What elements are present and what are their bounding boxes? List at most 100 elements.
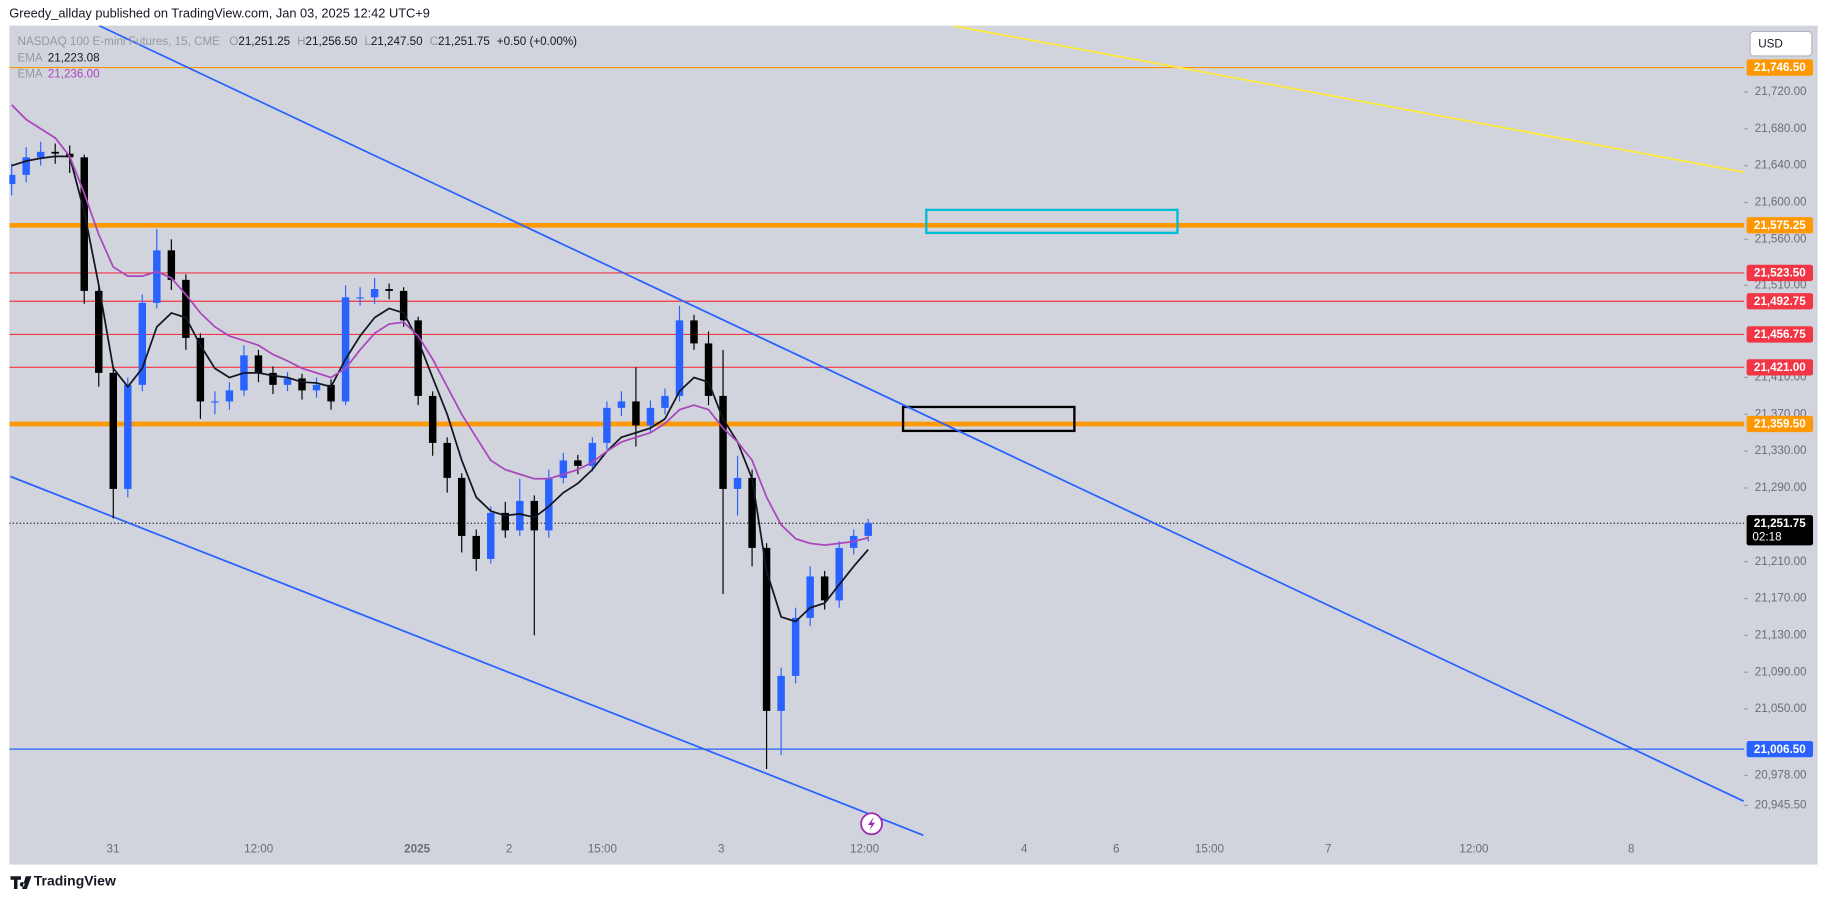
y-tick-label: 21,680.00: [1755, 122, 1807, 135]
candle-body: [211, 401, 219, 403]
last-price-tag: [1746, 515, 1814, 546]
ohlc-key: L: [364, 35, 371, 48]
candle-body: [385, 289, 393, 291]
level-tag-label: 21,575.25: [1754, 219, 1806, 232]
level-tag-label: 21,456.75: [1754, 328, 1806, 341]
symbol: NASDAQ 100 E-mini Futures, 15, CME O 21,25…: [17, 35, 577, 48]
candle-body: [443, 442, 451, 478]
y-tick-label: 21,090.00: [1755, 665, 1807, 678]
candle-body: [327, 384, 335, 402]
candle-body: [298, 378, 306, 391]
level-tag: [1746, 740, 1814, 758]
indicator-name: EMA: [17, 68, 42, 81]
level-tag: [1746, 359, 1814, 376]
y-tick-label: 21,720.00: [1755, 85, 1807, 98]
x-tick-label: 31: [107, 843, 120, 856]
candle-body: [588, 442, 597, 466]
x-tick-label: 15:00: [588, 843, 618, 856]
indicator-name: EMA: [17, 51, 42, 64]
level-tag-label: 21,359.50: [1754, 418, 1806, 431]
candle-body: [748, 477, 756, 548]
countdown: 02:18: [1752, 530, 1781, 543]
ohlc-key: C: [430, 35, 438, 48]
candle-body: [864, 523, 872, 536]
level-tag: [1746, 415, 1814, 433]
x-tick-label: 8: [1628, 843, 1634, 856]
legend: NASDAQ 100 E-mini Futures, 15, CME O 21,25…: [17, 35, 577, 81]
y-tick-label: 21,330.00: [1755, 444, 1807, 457]
plot-area: [9, 25, 1745, 837]
last-price-label: 21,251.75: [1754, 517, 1806, 530]
candle-body: [791, 617, 800, 676]
candle-body: [356, 297, 364, 299]
zone-box: [925, 208, 1179, 235]
candle-body: [704, 343, 713, 396]
x-tick-label: 2025: [404, 843, 430, 856]
level-tag: [1746, 264, 1814, 282]
candle-body: [269, 372, 277, 385]
price-tags: 21,746.50 21,575.25 21,523.50 21,492.75 21,4…: [1746, 59, 1814, 758]
candle-body: [80, 157, 88, 291]
level-tag: [1746, 293, 1814, 310]
candle-body: [472, 535, 480, 559]
change: +0.50 (+0.00%): [497, 35, 577, 48]
candle-body: [632, 401, 640, 426]
y-tick-label: 21,510.00: [1755, 278, 1807, 291]
trendline: [98, 25, 1745, 802]
candle-body: [138, 302, 147, 385]
candle-body: [283, 378, 292, 385]
x-tick-label: 12:00: [850, 843, 880, 856]
chart-background: [9, 25, 1818, 865]
candle-body: [51, 151, 59, 154]
level-tag: [1746, 326, 1814, 343]
ohlc: O21,251.25 H21,256.50 L21,247.50 C21,251.75: [229, 35, 490, 48]
indicator: EMA 21,223.08: [17, 51, 99, 64]
alert-icon[interactable]: [860, 812, 883, 836]
candle-body: [574, 460, 582, 466]
candle-body: [196, 337, 205, 402]
candle-body: [341, 297, 350, 402]
candle-body: [806, 576, 814, 618]
candle-body: [733, 477, 742, 489]
ohlc-value: 21,251.75: [438, 35, 490, 48]
symbol-name: NASDAQ 100 E-mini Futures, 15, CME: [17, 35, 220, 48]
candle-body: [428, 395, 437, 443]
candle-body: [646, 407, 655, 426]
level-tag-label: 21,492.75: [1754, 295, 1806, 308]
candle-body: [225, 390, 234, 402]
candle-body: [312, 384, 321, 391]
publisher: Greedy_allday published on TradingView.c…: [9, 5, 430, 20]
candle-body: [36, 151, 45, 158]
candle-body: [153, 250, 161, 303]
trendline: [10, 475, 924, 837]
y-tick-label: 21,600.00: [1755, 196, 1807, 209]
indicator-value: 21,223.08: [48, 51, 100, 64]
candle-body: [530, 500, 539, 531]
candle-body: [399, 290, 408, 321]
candle-body: [487, 512, 495, 559]
candle-body: [661, 395, 669, 408]
indicator: EMA 21,236.00: [17, 68, 100, 81]
y-tick-label: 21,290.00: [1755, 481, 1807, 494]
level-tag-label: 21,006.50: [1754, 743, 1806, 756]
candle-body: [9, 174, 16, 185]
x-tick-label: 12:00: [1459, 843, 1489, 856]
candle-body: [516, 500, 524, 531]
x-tick-label: 3: [718, 843, 724, 856]
candle-body: [719, 395, 727, 489]
x-tick-label: 4: [1021, 843, 1028, 856]
candle-body: [109, 372, 118, 489]
candle-body: [254, 355, 263, 373]
candle-body: [820, 576, 829, 601]
y-tick-label: 20,978.00: [1755, 768, 1807, 781]
x-tick-label: 2: [506, 843, 512, 856]
y-tick-label: 21,210.00: [1755, 555, 1807, 568]
level-tag-label: 21,746.50: [1754, 61, 1806, 74]
candle-body: [167, 250, 176, 280]
currency-button[interactable]: [1749, 30, 1813, 57]
ohlc-value: 21,247.50: [371, 35, 423, 48]
candle-body: [182, 279, 190, 338]
ohlc-key: O: [229, 35, 238, 48]
